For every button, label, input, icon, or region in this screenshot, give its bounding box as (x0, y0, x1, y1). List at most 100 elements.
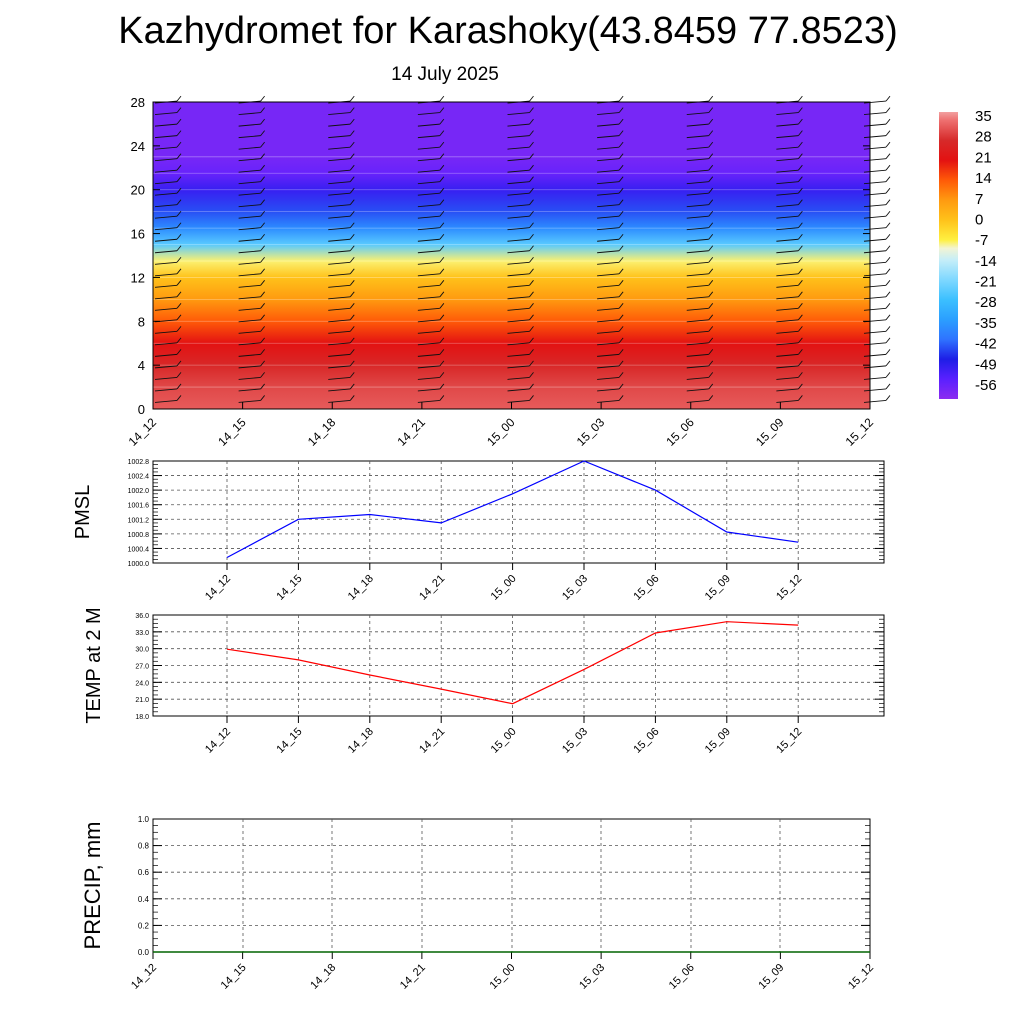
wind-barb (328, 337, 355, 346)
wind-barb (328, 291, 355, 300)
colorbar-label: -42 (975, 336, 997, 353)
wind-barb (776, 291, 803, 300)
wind-barb (238, 176, 265, 185)
wind-barb (776, 233, 803, 242)
wind-barb (686, 256, 714, 265)
colorbar-label: -14 (975, 253, 997, 270)
wind-barb (863, 383, 891, 392)
wind-barb (507, 233, 534, 242)
colorbar-label: -28 (975, 294, 997, 311)
wind-barb (238, 268, 265, 277)
wind-barb (597, 291, 624, 300)
wind-barb (686, 176, 714, 185)
wind-barb (154, 210, 182, 219)
wind-barb (507, 349, 534, 357)
wind-barb (686, 280, 714, 288)
wind-barb (507, 280, 534, 288)
wind-barb (597, 268, 624, 277)
wind-barb (863, 372, 891, 380)
y-tick-label: 0.8 (138, 842, 150, 851)
wind-barb (154, 164, 182, 173)
wind-barb (776, 383, 803, 392)
wind-barb (863, 291, 891, 300)
wind-barb (863, 153, 891, 162)
colorbar-label: -56 (975, 377, 997, 394)
wind-barb (863, 118, 891, 127)
wind-barb (417, 326, 445, 334)
wind-barb (686, 268, 714, 277)
wind-barb (154, 141, 182, 150)
wind-barb (154, 199, 182, 208)
plot-frame (152, 818, 871, 953)
x-tick-label: 15_06 (631, 573, 661, 603)
wind-barb (238, 337, 265, 346)
wind-barb (507, 291, 534, 300)
wind-barb (686, 187, 714, 196)
wind-barb (776, 118, 803, 127)
x-tick-label: 14_21 (417, 726, 447, 756)
wind-barb (238, 360, 265, 369)
y-tick-label: 30.0 (135, 647, 149, 654)
wind-barb (238, 199, 265, 208)
wind-barb (238, 210, 265, 219)
wind-barb (154, 372, 182, 380)
wind-barb (597, 210, 624, 219)
wind-barb (776, 107, 803, 116)
wind-barb (154, 233, 182, 242)
x-tick-label: 15_00 (489, 573, 519, 603)
y-tick-label: 18.0 (135, 714, 149, 721)
colorbar-label: 0 (975, 211, 983, 228)
series-line (226, 621, 799, 705)
wind-barb (863, 199, 891, 208)
wind-barb (238, 187, 265, 196)
wind-barb (686, 107, 714, 116)
wind-barb (597, 187, 624, 196)
wind-barb (238, 245, 265, 254)
colorbar-label: 7 (975, 191, 983, 208)
wind-barb (863, 210, 891, 219)
wind-barb (863, 326, 891, 334)
wind-barb (507, 199, 534, 208)
y-tick-label: 1002.8 (128, 459, 150, 466)
y-tick-label: 1002.4 (128, 474, 150, 481)
wind-barb (686, 222, 714, 231)
colorbar-label: -49 (975, 356, 997, 373)
wind-barb (238, 314, 265, 323)
wind-barb (238, 233, 265, 242)
wind-barb (686, 245, 714, 254)
wind-barb (417, 268, 445, 277)
wind-barb (238, 107, 265, 116)
wind-barb (776, 164, 803, 173)
x-tick-label: 14_15 (219, 962, 249, 992)
wind-barb (328, 314, 355, 323)
wind-barb (507, 268, 534, 277)
wind-barb (238, 291, 265, 300)
wind-barb (776, 268, 803, 277)
wind-barb (863, 395, 891, 403)
wind-barb (417, 349, 445, 357)
wind-barb (417, 314, 445, 323)
y-tick-label: 24 (131, 139, 145, 154)
x-tick-label: 15_12 (774, 573, 804, 603)
wind-barb (507, 107, 534, 116)
wind-barb (776, 360, 803, 369)
wind-barb (417, 210, 445, 219)
y-tick-label: 16 (131, 227, 145, 242)
x-tick-label: 15_09 (703, 573, 733, 603)
wind-barb (154, 187, 182, 196)
wind-barb (686, 326, 714, 334)
wind-barb (417, 141, 445, 150)
y-tick-label: 8 (138, 314, 145, 329)
wind-barb (597, 314, 624, 323)
colorbar-label: 21 (975, 149, 992, 166)
wind-barb (507, 118, 534, 127)
wind-barb (417, 199, 445, 208)
x-tick-label: 14_18 (305, 415, 339, 449)
wind-barb (417, 233, 445, 242)
plot-frame (152, 460, 885, 564)
x-tick-label: 15_06 (667, 962, 697, 992)
wind-barb (328, 130, 355, 139)
wind-barb (328, 199, 355, 208)
wind-barb (776, 303, 803, 311)
wind-barb (597, 360, 624, 369)
